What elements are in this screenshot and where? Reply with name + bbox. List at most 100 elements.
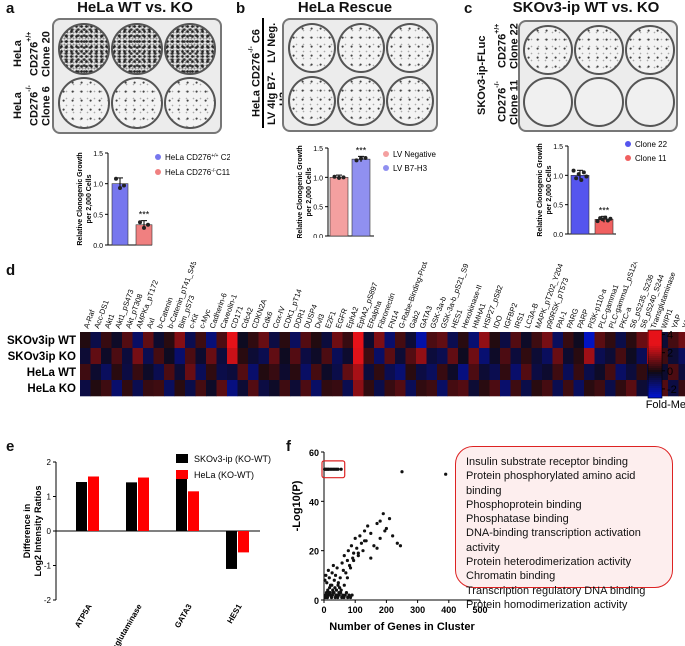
heatmap-cell	[90, 380, 102, 397]
bar	[88, 476, 99, 531]
heatmap-cell	[416, 332, 427, 349]
y-tick-label: 0.5	[93, 212, 103, 219]
y-tick-label: 0.5	[553, 203, 563, 210]
y-tick-label: 1	[47, 493, 52, 502]
heatmap-cell	[300, 348, 312, 365]
colorbar-segment	[648, 368, 662, 371]
heatmap-cell	[80, 364, 91, 381]
heatmap-cell	[489, 332, 501, 349]
heatmap-cell	[584, 348, 595, 365]
heatmap-cell	[195, 364, 207, 381]
heatmap-cell	[636, 380, 648, 397]
heatmap-cell	[500, 380, 511, 397]
colorbar-segment	[648, 380, 662, 383]
heatmap-cell	[279, 380, 291, 397]
legend-label: HeLa CD276+/+ C22	[165, 153, 230, 162]
heatmap-cell	[426, 348, 438, 365]
data-point	[323, 578, 327, 582]
data-point	[331, 563, 335, 568]
heatmap-row-label: HeLa WT	[27, 367, 76, 379]
colorbar-segment	[648, 348, 662, 351]
data-point	[395, 541, 399, 545]
heatmap-cell	[500, 332, 511, 349]
significance-label: ***	[356, 145, 367, 155]
heatmap-cell	[573, 332, 585, 349]
panel-b-title: HeLa Rescue	[297, 0, 393, 16]
well	[164, 23, 216, 75]
y-axis-label: Difference inLog2 Intensity Ratios	[22, 485, 43, 576]
y-axis-label-line: Relative Clonogenic Growth	[297, 145, 304, 238]
panel-d-label: d	[6, 262, 16, 279]
data-point	[335, 566, 339, 570]
heatmap-cell	[321, 332, 333, 349]
heatmap-cell	[290, 380, 301, 397]
heatmap-cell	[363, 348, 375, 365]
data-point	[341, 568, 345, 572]
x-axis-label: Number of Genes in Cluster	[329, 621, 475, 633]
legend-sup: +/+	[211, 153, 218, 159]
heatmap-cell	[132, 348, 144, 365]
heatmap-cell	[563, 348, 574, 365]
y-tick-label: 0.0	[93, 243, 103, 250]
well	[288, 23, 336, 73]
heatmap-cell	[290, 348, 301, 365]
heatmap-cell	[342, 380, 354, 397]
heatmap-cell	[101, 380, 112, 397]
data-point	[339, 588, 343, 592]
heatmap-cell	[468, 380, 480, 397]
heatmap-cell	[353, 364, 364, 381]
panel-c-side-main-label: SKOv3-ip-FLuc	[476, 35, 488, 115]
heatmap-cell	[132, 380, 144, 397]
heatmap-cell	[311, 332, 322, 349]
data-point	[400, 470, 404, 474]
colorbar-tick-label: 0	[667, 366, 673, 378]
heatmap-cell	[164, 348, 175, 365]
heatmap-cell	[111, 364, 123, 381]
heatmap-cell	[468, 348, 480, 365]
heatmap-cell	[248, 380, 259, 397]
heatmap-cell	[479, 380, 490, 397]
data-point	[352, 551, 356, 555]
colorbar-tick-label: 2	[667, 348, 673, 360]
heatmap-cell	[206, 348, 217, 365]
well	[111, 77, 163, 129]
heatmap-cell	[573, 364, 585, 381]
heatmap-cell	[552, 348, 564, 365]
heatmap-cell	[279, 348, 291, 365]
heatmap-cell	[542, 332, 553, 349]
panel-a-row-bottom-label: HeLa CD276-/- Clone 6	[12, 85, 53, 127]
well	[386, 23, 434, 73]
heatmap-cell	[237, 348, 249, 365]
data-point	[343, 593, 347, 597]
data-point	[347, 563, 352, 568]
heatmap-cell	[342, 348, 354, 365]
heatmap-cell	[248, 348, 259, 365]
data-point	[344, 571, 348, 575]
panel-c-row-top-label: CD276+/+ Clone 22	[494, 23, 521, 69]
colorbar-label: Fold-Mean	[646, 399, 685, 411]
heatmap-row-label: SKOv3ip KO	[8, 351, 76, 363]
data-point	[381, 512, 385, 516]
heatmap-cell	[626, 332, 637, 349]
data-point	[359, 156, 363, 161]
heatmap-cell	[563, 380, 574, 397]
panel-a-plate-image	[52, 18, 222, 134]
heatmap-cell	[531, 364, 543, 381]
heatmap-cell	[353, 348, 364, 365]
y-tick-label: -1	[44, 562, 52, 571]
colorbar-tick-label: 4	[667, 330, 673, 342]
heatmap-cell	[584, 364, 595, 381]
heatmap-column-label: YAP_pS127	[680, 289, 685, 330]
highlight-box	[321, 460, 346, 479]
data-point	[337, 175, 341, 180]
heatmap-cell	[227, 332, 238, 349]
data-point	[332, 578, 336, 582]
data-point	[342, 554, 346, 558]
heatmap-cell	[374, 364, 385, 381]
colorbar-segment	[648, 350, 662, 353]
data-point	[398, 544, 403, 548]
data-point	[391, 534, 395, 538]
well	[574, 25, 624, 75]
bar	[126, 482, 137, 531]
data-point	[359, 541, 364, 545]
